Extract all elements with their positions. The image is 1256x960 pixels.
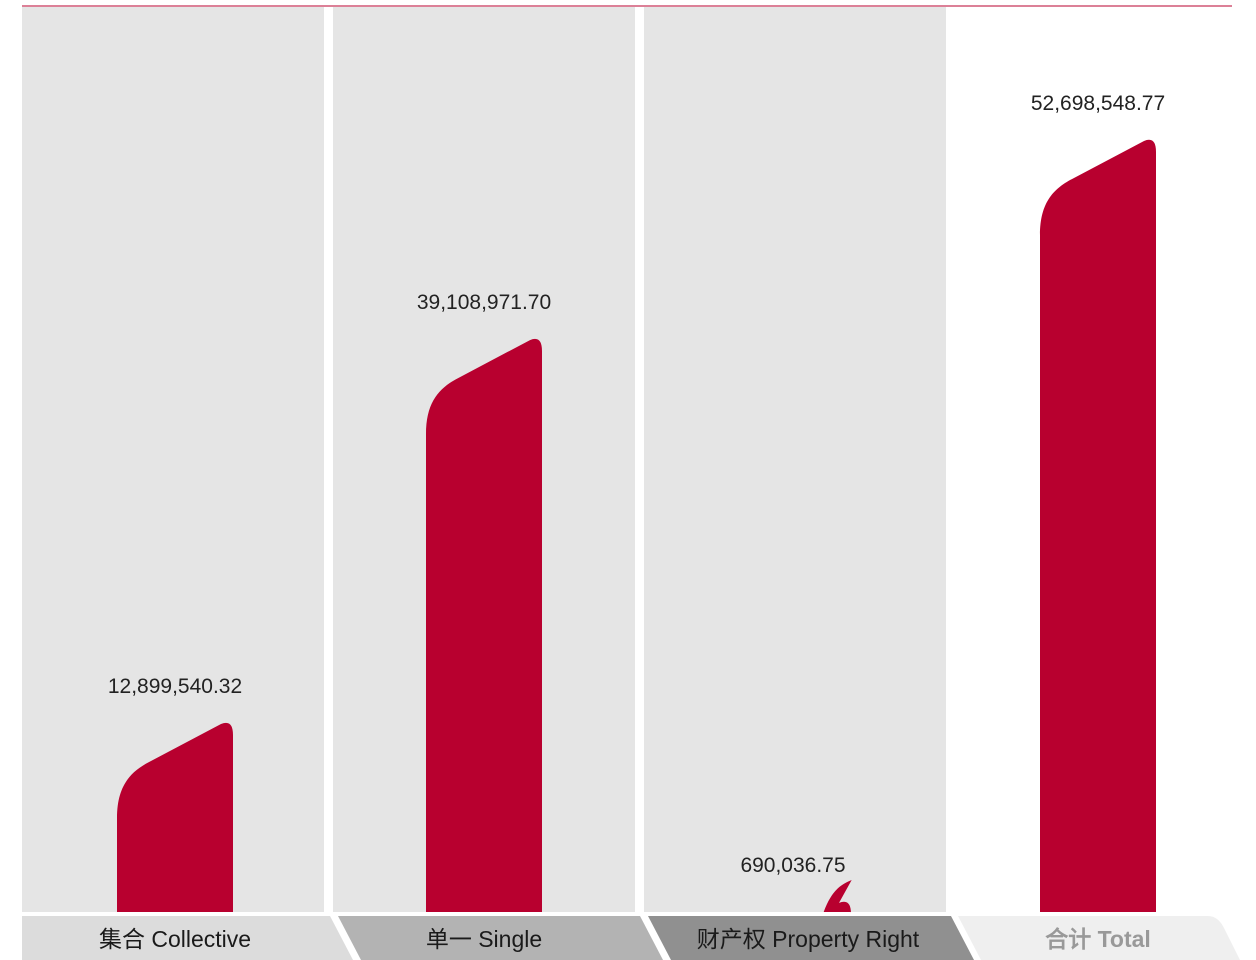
category-label-1: 集合 Collective bbox=[99, 926, 251, 952]
category-label-2: 单一 Single bbox=[426, 926, 542, 952]
bar-3 bbox=[823, 880, 852, 914]
category-tab-1 bbox=[22, 916, 353, 960]
bar-1 bbox=[117, 722, 233, 912]
category-tab-2 bbox=[338, 916, 663, 960]
value-label-2: 39,108,971.70 bbox=[417, 291, 551, 314]
bar-2 bbox=[426, 338, 542, 912]
panel-3 bbox=[644, 7, 946, 912]
category-label-4: 合计 Total bbox=[1045, 926, 1151, 952]
category-tab-4 bbox=[958, 916, 1240, 960]
value-label-3: 690,036.75 bbox=[740, 854, 845, 877]
category-label-3: 财产权 Property Right bbox=[697, 926, 920, 952]
category-tab-3 bbox=[648, 916, 974, 960]
value-label-1: 12,899,540.32 bbox=[108, 675, 242, 698]
value-label-4: 52,698,548.77 bbox=[1031, 92, 1165, 115]
bar-4 bbox=[1040, 139, 1156, 913]
